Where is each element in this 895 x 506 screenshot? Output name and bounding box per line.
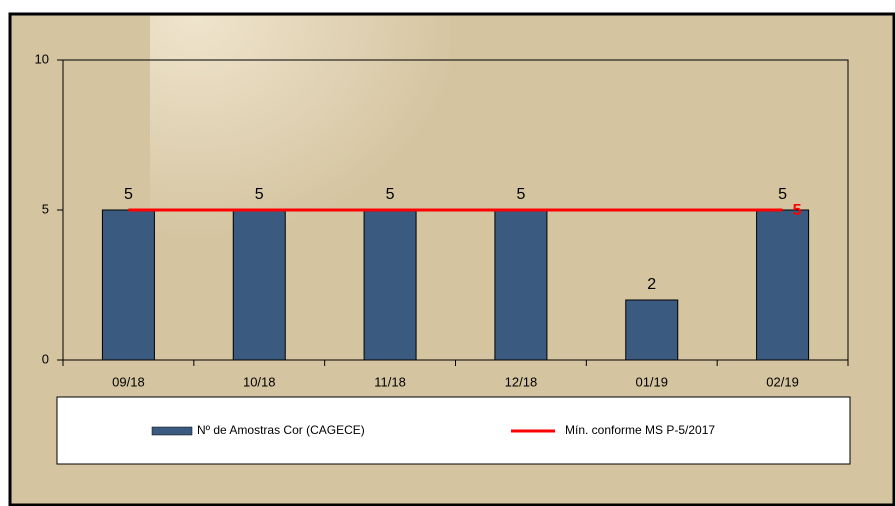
x-tick-label: 02/19 bbox=[766, 374, 799, 389]
bar bbox=[101, 209, 155, 361]
legend-label: Mín. conforme MS P-5/2017 bbox=[565, 423, 715, 437]
x-tick-label: 11/18 bbox=[374, 374, 406, 389]
x-tick-label: 01/19 bbox=[635, 374, 668, 389]
y-tick-label: 5 bbox=[42, 201, 49, 216]
y-tick-label: 10 bbox=[35, 51, 49, 66]
bar-value-label: 5 bbox=[778, 186, 787, 203]
legend-label: Nº de Amostras Cor (CAGECE) bbox=[197, 423, 365, 437]
bar-value-label: 5 bbox=[516, 186, 525, 203]
x-tick-label: 12/18 bbox=[505, 374, 538, 389]
bar bbox=[232, 209, 286, 361]
bar bbox=[363, 209, 417, 361]
bar-value-label: 5 bbox=[255, 186, 264, 203]
bar-value-label: 5 bbox=[386, 186, 395, 203]
x-tick-label: 10/18 bbox=[243, 374, 276, 389]
bar-value-label: 2 bbox=[647, 276, 656, 293]
x-tick-label: 09/18 bbox=[112, 374, 145, 389]
bar bbox=[756, 209, 810, 361]
line-value-label: 5 bbox=[793, 202, 802, 219]
legend-swatch bbox=[151, 426, 193, 436]
bar bbox=[625, 299, 679, 361]
bar bbox=[494, 209, 548, 361]
y-tick-label: 0 bbox=[42, 351, 49, 366]
bar-value-label: 5 bbox=[124, 186, 133, 203]
